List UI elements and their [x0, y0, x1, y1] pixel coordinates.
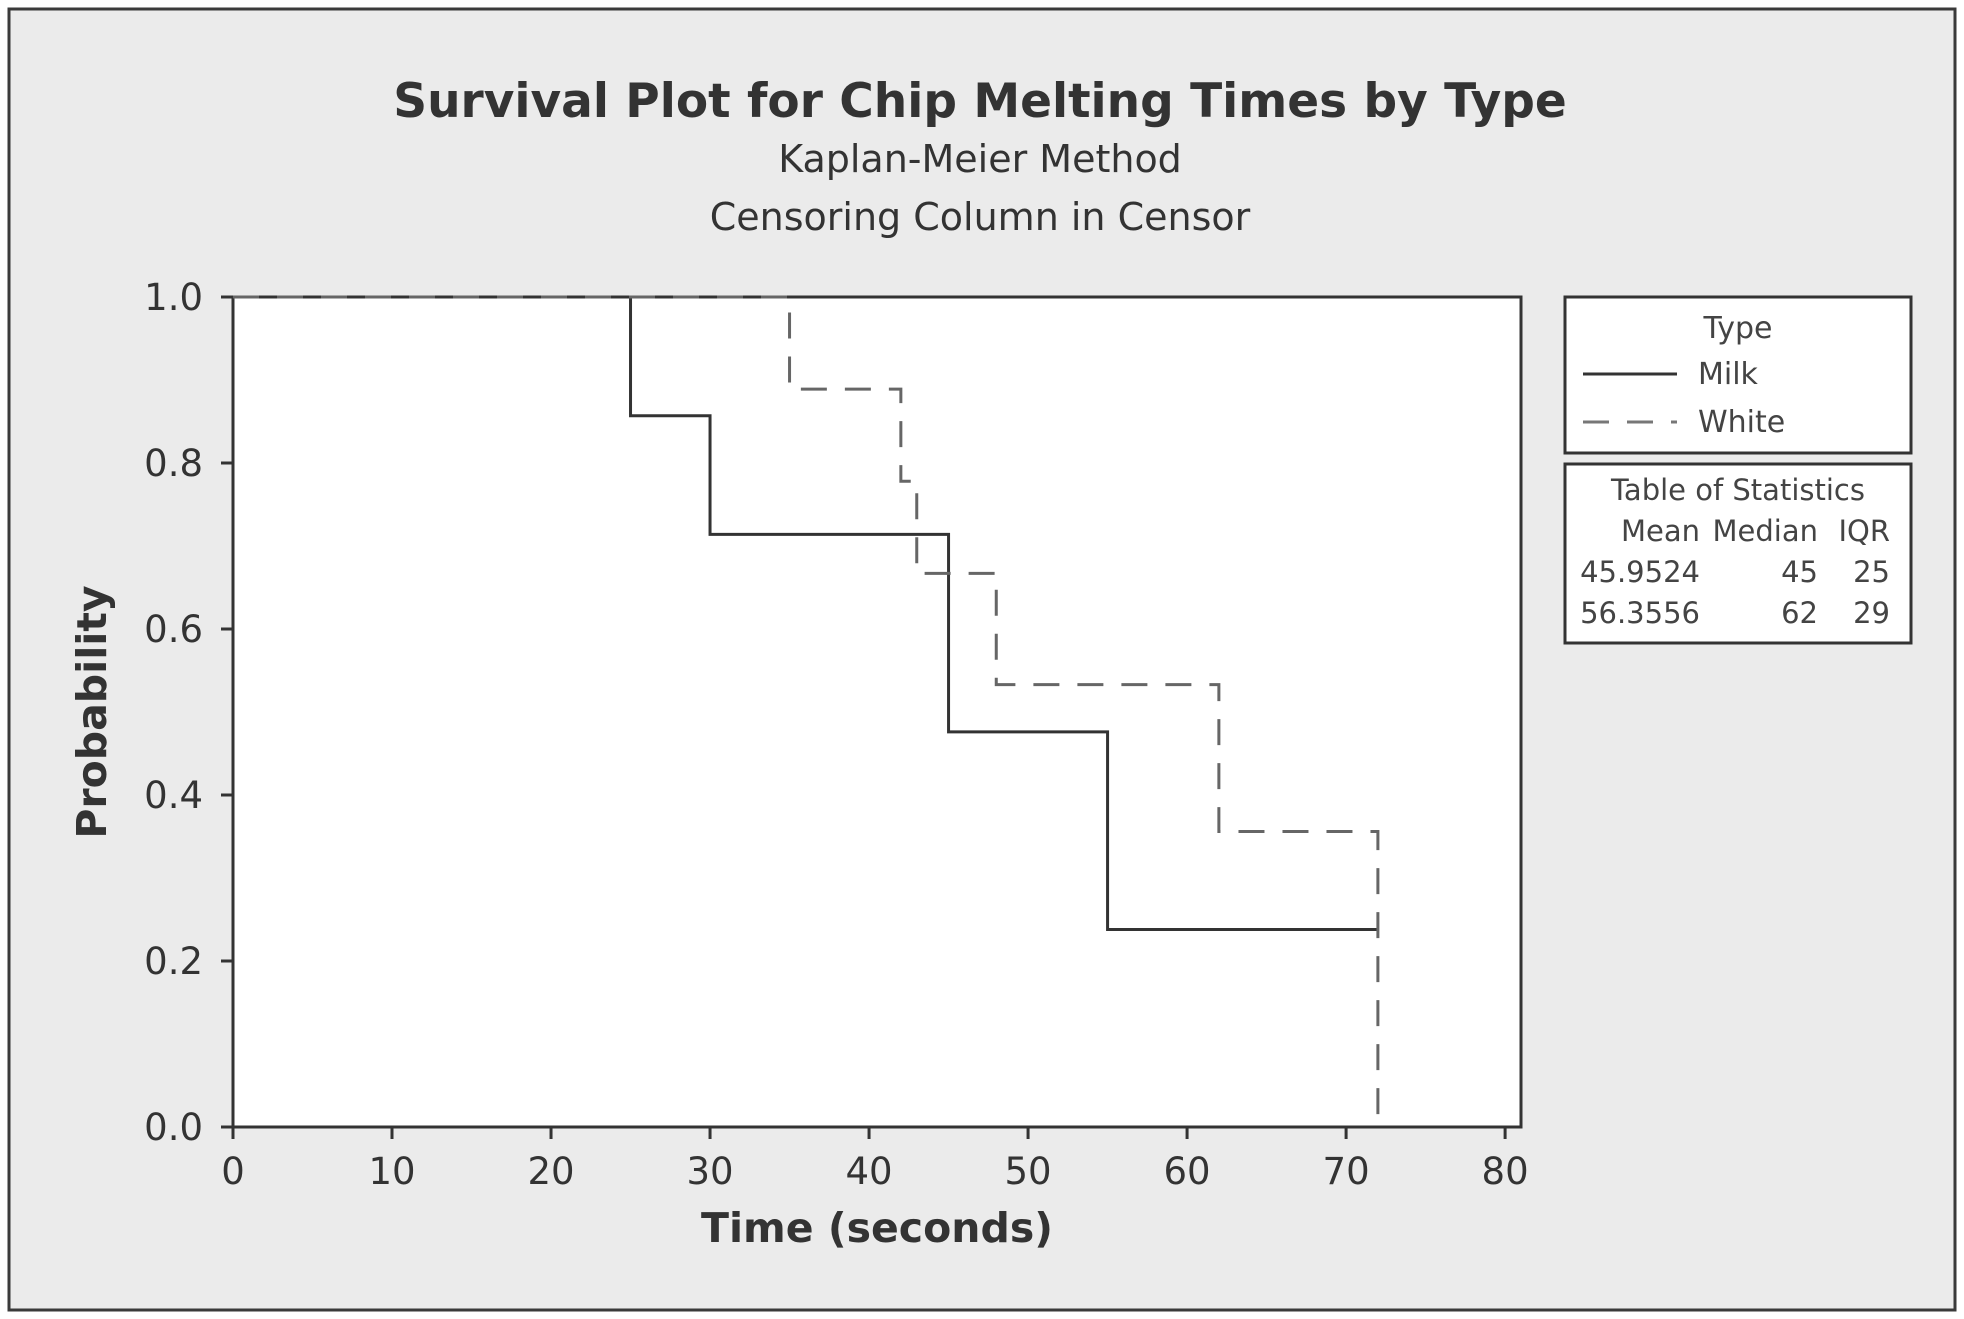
x-tick-label-6: 60: [1164, 1150, 1211, 1193]
x-tick-label-8: 80: [1482, 1150, 1529, 1193]
y-tick-label-1: 0.2: [144, 940, 203, 983]
stats-row-2-iqr: 29: [1853, 596, 1890, 630]
x-axis-title: Time (seconds): [701, 1204, 1053, 1252]
y-tick-label-3: 0.6: [144, 608, 203, 651]
y-tick-label-2: 0.4: [144, 774, 203, 817]
stats-box: [1563, 462, 1913, 645]
x-tick-label-4: 40: [846, 1150, 893, 1193]
x-tick-label-5: 50: [1005, 1150, 1052, 1193]
x-tick-label-3: 30: [686, 1150, 733, 1193]
stats-table: Table of Statistics Mean Median IQR 45.9…: [1563, 462, 1913, 645]
stats-row-2-mean: 56.3556: [1580, 596, 1700, 630]
series-line-white: [233, 295, 1380, 1127]
series-line-milk: [233, 295, 1378, 931]
stats-header-iqr: IQR: [1838, 514, 1890, 548]
y-axis-title: Probability: [68, 585, 116, 838]
axis-ticks: 0 10 20 30 40 50 60 70 80 0.0 0.2 0.4 0.6 0.8 1.0: [144, 276, 1528, 1193]
chart-subtitle-2: Censoring Column in Censor: [710, 195, 1251, 239]
x-tick-label-1: 10: [368, 1150, 415, 1193]
x-tick-label-7: 70: [1323, 1150, 1370, 1193]
x-tick-label-2: 20: [527, 1150, 574, 1193]
series-layer: [233, 295, 1380, 1127]
y-tick-label-4: 0.8: [144, 442, 203, 485]
legend-title: Type: [1703, 311, 1773, 346]
plot-area: [231, 295, 1523, 1129]
legend-label-milk: Milk: [1698, 357, 1759, 392]
stats-header-median: Median: [1713, 514, 1818, 548]
stats-row-1-median: 45: [1781, 555, 1818, 589]
chart-title: Survival Plot for Chip Melting Times by …: [393, 74, 1567, 129]
stats-row-2-median: 62: [1781, 596, 1818, 630]
legend: Type Milk White: [1563, 295, 1913, 455]
stats-row-1-iqr: 25: [1853, 555, 1890, 589]
legend-label-white: White: [1698, 405, 1785, 440]
stats-title: Table of Statistics: [1610, 473, 1865, 507]
stats-row-1-mean: 45.9524: [1580, 555, 1700, 589]
x-tick-label-0: 0: [221, 1150, 245, 1193]
y-tick-label-5: 1.0: [144, 276, 203, 319]
stats-header-mean: Mean: [1621, 514, 1700, 548]
y-tick-label-0: 0.0: [144, 1106, 203, 1149]
chart-subtitle-1: Kaplan-Meier Method: [778, 137, 1182, 181]
